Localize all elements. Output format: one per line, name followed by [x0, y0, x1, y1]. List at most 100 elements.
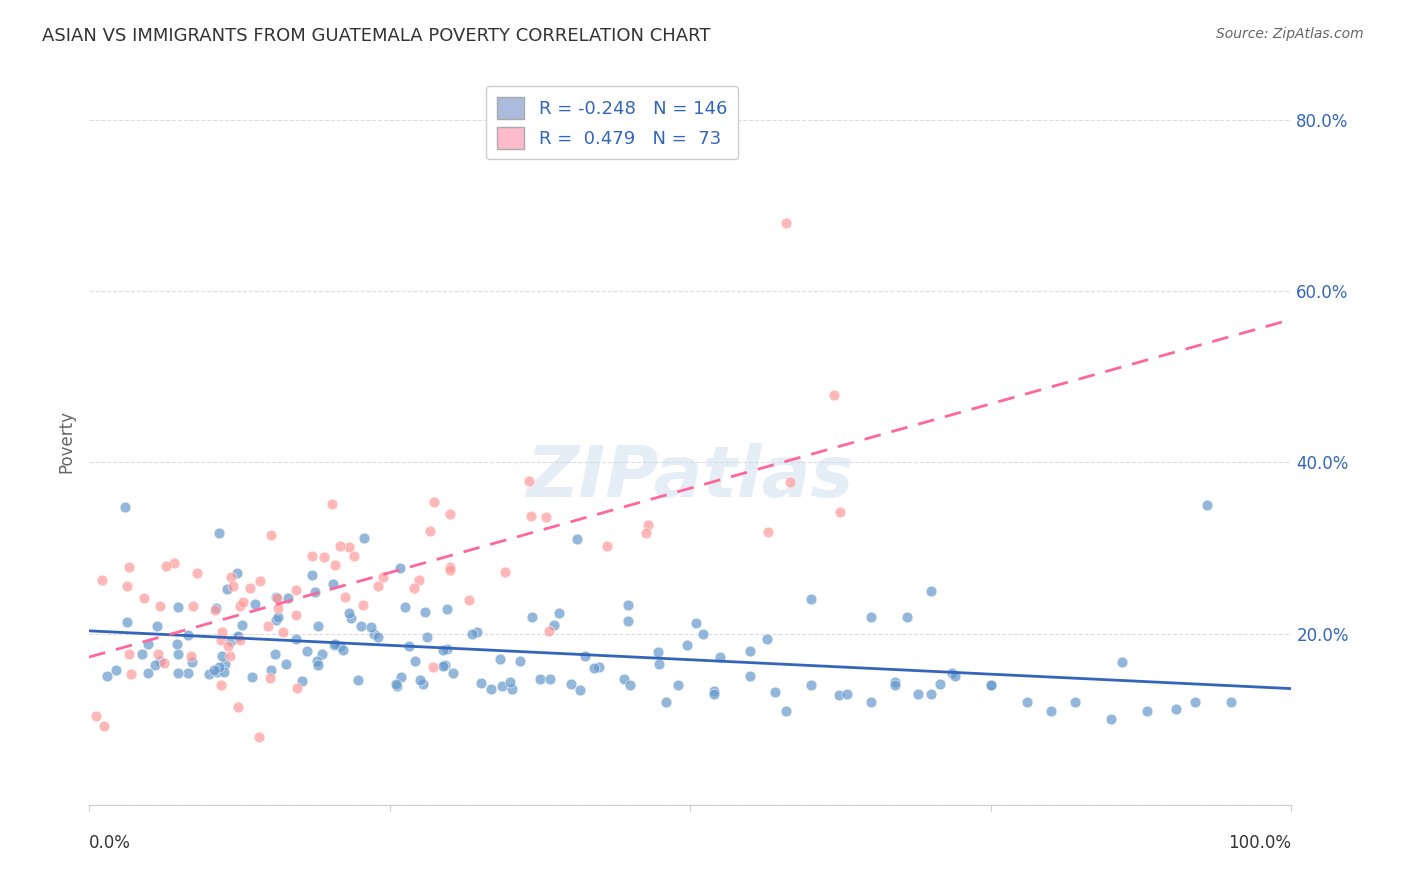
Asians	[311, 647, 333, 661]
Asians	[136, 665, 159, 680]
Asians	[1220, 695, 1243, 709]
Asians	[243, 598, 266, 612]
Immigrants from Guatemala	[219, 570, 242, 584]
Immigrants from Guatemala	[439, 507, 461, 521]
Text: ZIPatlas: ZIPatlas	[527, 443, 853, 512]
Asians	[436, 642, 458, 657]
Immigrants from Guatemala	[343, 549, 366, 563]
Asians	[105, 663, 128, 677]
Asians	[202, 663, 225, 677]
Immigrants from Guatemala	[155, 559, 177, 574]
Immigrants from Guatemala	[756, 524, 779, 539]
Text: ASIAN VS IMMIGRANTS FROM GUATEMALA POVERTY CORRELATION CHART: ASIAN VS IMMIGRANTS FROM GUATEMALA POVER…	[42, 27, 710, 45]
Immigrants from Guatemala	[596, 539, 619, 553]
Asians	[360, 620, 382, 634]
Immigrants from Guatemala	[118, 559, 141, 574]
Asians	[489, 651, 512, 665]
Asians	[859, 695, 882, 709]
Immigrants from Guatemala	[247, 730, 270, 744]
Asians	[1184, 695, 1206, 709]
Immigrants from Guatemala	[256, 618, 278, 632]
Text: Source: ZipAtlas.com: Source: ZipAtlas.com	[1216, 27, 1364, 41]
Text: 0.0%: 0.0%	[89, 834, 131, 852]
Immigrants from Guatemala	[367, 579, 389, 593]
Asians	[1099, 712, 1122, 726]
Asians	[884, 675, 907, 690]
Asians	[337, 606, 360, 620]
Asians	[260, 664, 283, 678]
Asians	[574, 649, 596, 664]
Asians	[501, 682, 523, 697]
Asians	[322, 638, 344, 652]
Asians	[896, 609, 918, 624]
Immigrants from Guatemala	[329, 539, 352, 553]
Immigrants from Guatemala	[352, 598, 374, 612]
Asians	[412, 676, 434, 690]
Asians	[394, 599, 416, 614]
Asians	[461, 626, 484, 640]
Asians	[647, 645, 669, 659]
Asians	[115, 615, 138, 629]
Immigrants from Guatemala	[408, 573, 430, 587]
Asians	[339, 611, 361, 625]
Asians	[538, 672, 561, 686]
Immigrants from Guatemala	[284, 582, 307, 597]
Immigrants from Guatemala	[239, 582, 262, 596]
Asians	[763, 685, 786, 699]
Asians	[404, 654, 426, 668]
Asians	[543, 618, 565, 632]
Asians	[96, 669, 118, 683]
Asians	[692, 627, 714, 641]
Asians	[470, 676, 492, 690]
Immigrants from Guatemala	[120, 667, 142, 681]
Asians	[613, 673, 636, 687]
Asians	[143, 658, 166, 673]
Asians	[363, 627, 385, 641]
Asians	[389, 670, 412, 684]
Immigrants from Guatemala	[249, 574, 271, 589]
Asians	[441, 665, 464, 680]
Asians	[648, 657, 671, 671]
Asians	[304, 584, 326, 599]
Immigrants from Guatemala	[186, 566, 208, 581]
Asians	[267, 610, 290, 624]
Asians	[666, 677, 689, 691]
Immigrants from Guatemala	[537, 624, 560, 639]
Immigrants from Guatemala	[273, 624, 295, 639]
Asians	[149, 654, 172, 668]
Immigrants from Guatemala	[402, 581, 425, 595]
Asians	[307, 657, 329, 672]
Immigrants from Guatemala	[321, 497, 343, 511]
Immigrants from Guatemala	[337, 541, 360, 555]
Asians	[740, 669, 762, 683]
Immigrants from Guatemala	[118, 647, 141, 661]
Asians	[409, 673, 432, 687]
Asians	[177, 665, 200, 680]
Asians	[1197, 498, 1219, 512]
Asians	[740, 644, 762, 658]
Asians	[835, 686, 858, 700]
Asians	[617, 599, 640, 613]
Immigrants from Guatemala	[823, 388, 845, 402]
Asians	[385, 676, 408, 690]
Immigrants from Guatemala	[457, 593, 479, 607]
Asians	[980, 678, 1002, 692]
Immigrants from Guatemala	[314, 549, 336, 564]
Asians	[491, 679, 513, 693]
Asians	[703, 686, 725, 700]
Asians	[322, 577, 344, 591]
Asians	[264, 613, 287, 627]
Asians	[329, 639, 352, 653]
Immigrants from Guatemala	[267, 601, 290, 615]
Asians	[167, 666, 190, 681]
Immigrants from Guatemala	[134, 591, 156, 605]
Immigrants from Guatemala	[830, 505, 852, 519]
Asians	[432, 659, 454, 673]
Asians	[208, 526, 231, 541]
Asians	[1015, 695, 1038, 709]
Asians	[436, 602, 458, 616]
Immigrants from Guatemala	[115, 579, 138, 593]
Asians	[181, 656, 204, 670]
Asians	[655, 695, 678, 709]
Immigrants from Guatemala	[91, 573, 114, 587]
